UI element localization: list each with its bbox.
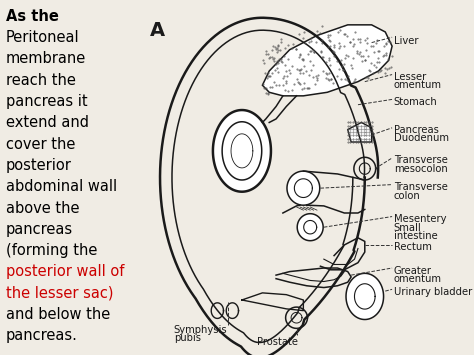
Text: above the: above the (6, 201, 79, 215)
Polygon shape (263, 25, 392, 96)
Text: (forming the: (forming the (6, 243, 97, 258)
Text: abdominal wall: abdominal wall (6, 179, 117, 194)
Text: colon: colon (394, 191, 420, 201)
Text: Rectum: Rectum (394, 242, 432, 252)
Text: Transverse: Transverse (394, 182, 447, 192)
Text: Peritoneal: Peritoneal (6, 30, 79, 45)
Polygon shape (348, 122, 372, 142)
Text: extend and: extend and (6, 115, 89, 130)
Text: Small: Small (394, 223, 421, 233)
Polygon shape (213, 110, 271, 192)
Text: As the: As the (6, 9, 59, 24)
Polygon shape (297, 214, 323, 241)
Text: and below the: and below the (6, 307, 110, 322)
Text: Liver: Liver (394, 36, 418, 45)
Text: Duodenum: Duodenum (394, 133, 449, 143)
Text: Mesentery: Mesentery (394, 214, 447, 224)
Text: Transverse: Transverse (394, 155, 447, 165)
Text: Urinary bladder: Urinary bladder (394, 287, 472, 297)
Text: Symphysis: Symphysis (173, 325, 228, 335)
Text: posterior wall of: posterior wall of (6, 264, 124, 279)
Polygon shape (222, 122, 262, 180)
Text: the lesser sac): the lesser sac) (6, 286, 113, 301)
Text: Pancreas: Pancreas (394, 125, 438, 135)
Text: omentum: omentum (394, 274, 442, 284)
Text: intestine: intestine (394, 231, 438, 241)
Text: pancreas: pancreas (6, 222, 73, 237)
Text: membrane: membrane (6, 51, 86, 66)
Text: cover the: cover the (6, 137, 75, 152)
Text: Greater: Greater (394, 266, 432, 275)
Text: omentum: omentum (394, 80, 442, 90)
Text: pancreas.: pancreas. (6, 328, 78, 343)
Text: posterior: posterior (6, 158, 72, 173)
Text: Lesser: Lesser (394, 72, 426, 82)
Text: Stomach: Stomach (394, 97, 438, 107)
Polygon shape (346, 273, 383, 320)
Text: reach the: reach the (6, 73, 75, 88)
Text: pubis: pubis (173, 333, 201, 343)
Text: pancreas it: pancreas it (6, 94, 87, 109)
Text: Prostate: Prostate (257, 337, 298, 347)
Polygon shape (287, 171, 320, 205)
Text: mesocolon: mesocolon (394, 164, 447, 174)
Text: A: A (150, 21, 165, 40)
